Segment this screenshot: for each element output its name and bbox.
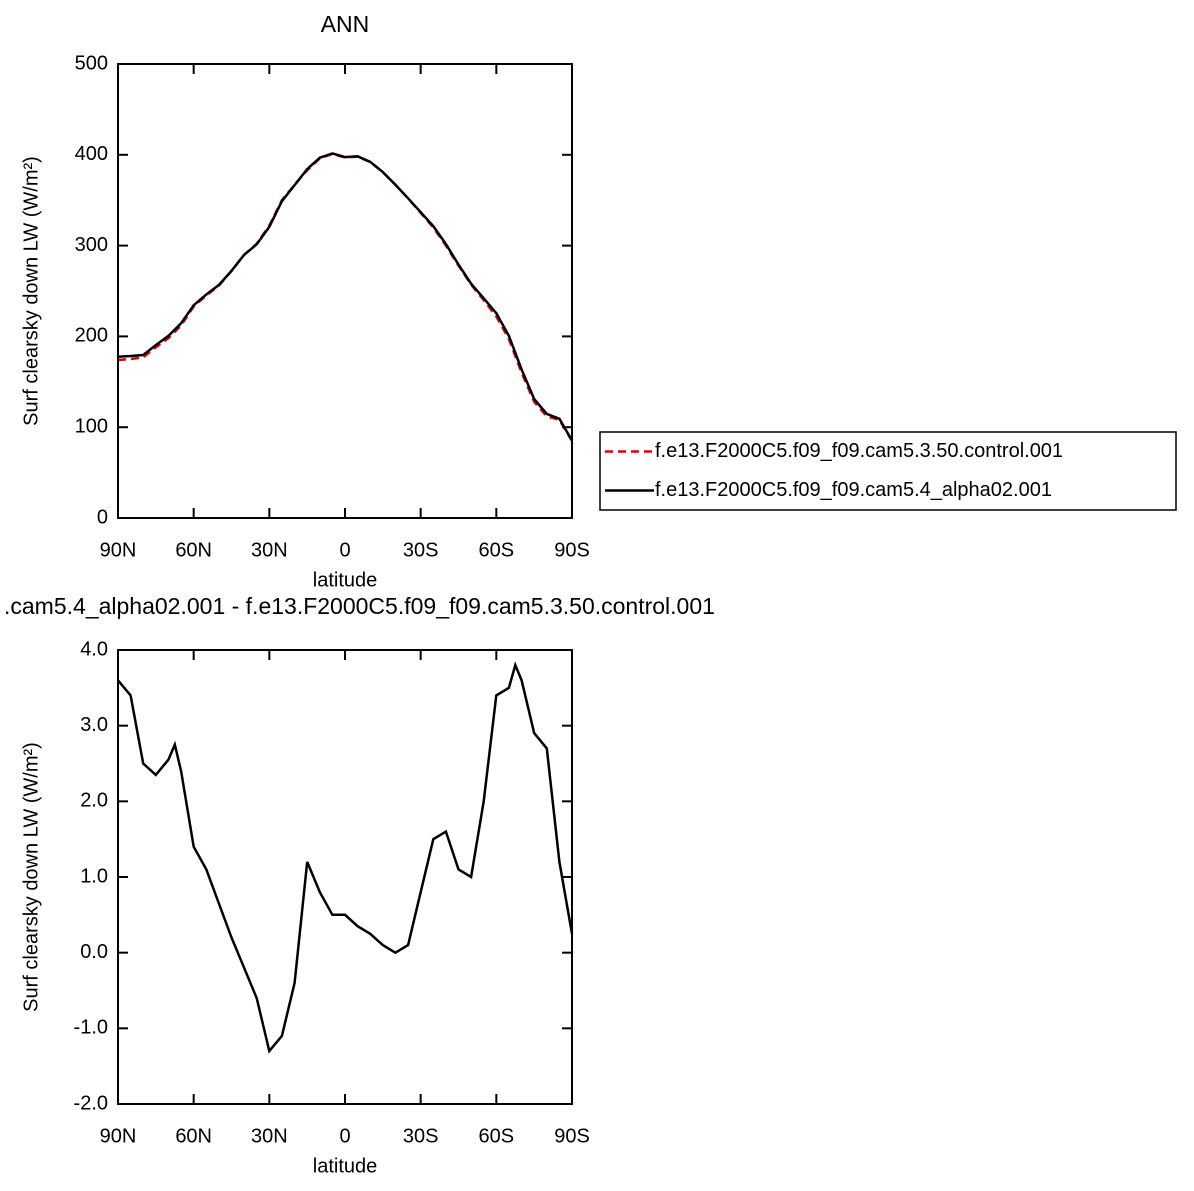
x-tick-label: 90N [100,1125,137,1147]
y-tick-label: -1.0 [74,1017,108,1039]
x-tick-label: 0 [339,539,350,561]
y-tick-label: -2.0 [74,1092,108,1114]
y-tick-label: 0.0 [80,941,108,963]
x-tick-label: 0 [339,1125,350,1147]
legend-label: f.e13.F2000C5.f09_f09.cam5.4_alpha02.001 [655,479,1052,501]
y-tick-label: 400 [75,143,108,165]
x-tick-label: 90S [554,1125,590,1147]
y-tick-label: 2.0 [80,790,108,812]
y-axis-label: Surf clearsky down LW (W/m²) [20,156,42,426]
chart-title: ANN [321,11,370,37]
data-line [117,152,574,442]
y-tick-label: 300 [75,234,108,256]
y-tick-label: 4.0 [80,638,108,660]
y-tick-label: 3.0 [80,714,108,736]
data-line [117,661,574,1054]
x-tick-label: 60N [175,539,212,561]
x-tick-label: 90N [100,539,137,561]
y-tick-label: 500 [75,52,108,74]
x-tick-label: 60S [479,1125,515,1147]
x-tick-label: 30N [251,1125,288,1147]
x-tick-label: 90S [554,539,590,561]
y-tick-label: 100 [75,415,108,437]
data-line [117,152,574,442]
y-axis-label: Surf clearsky down LW (W/m²) [20,742,42,1012]
x-tick-label: 30S [403,1125,439,1147]
y-tick-label: 0 [97,506,108,528]
x-axis-label: latitude [313,569,378,591]
legend-label: f.e13.F2000C5.f09_f09.cam5.3.50.control.… [655,440,1063,462]
chart-title: .cam5.4_alpha02.001 - f.e13.F2000C5.f09_… [4,593,715,619]
plot-frame [117,63,573,519]
x-tick-label: 30N [251,539,288,561]
y-tick-label: 200 [75,325,108,347]
y-tick-label: 1.0 [80,865,108,887]
plot-frame [117,649,573,1105]
x-tick-label: 30S [403,539,439,561]
legend-box [599,431,1177,511]
x-tick-label: 60N [175,1125,212,1147]
x-axis-label: latitude [313,1155,378,1177]
x-tick-label: 60S [479,539,515,561]
